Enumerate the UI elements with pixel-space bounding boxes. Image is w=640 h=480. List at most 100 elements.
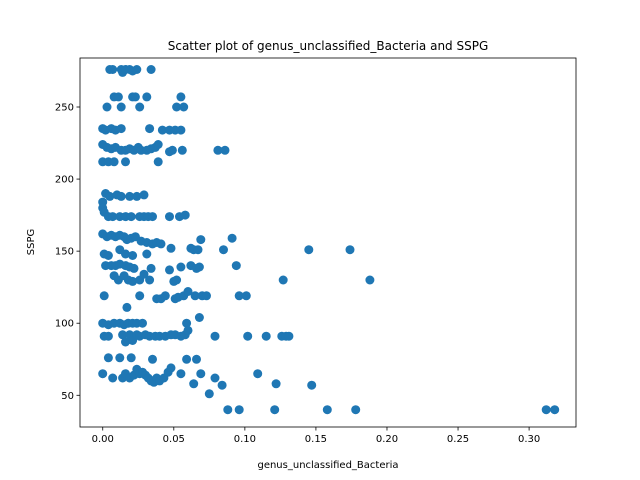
data-point <box>148 212 157 222</box>
data-point <box>148 354 157 364</box>
data-point <box>345 245 355 255</box>
data-point <box>145 275 155 285</box>
x-axis-label: genus_unclassified_Bacteria <box>257 460 398 471</box>
data-point <box>196 369 206 379</box>
data-point <box>135 102 145 112</box>
data-point <box>121 157 130 167</box>
data-point <box>109 157 119 167</box>
data-point <box>156 239 166 249</box>
data-point <box>138 318 147 328</box>
data-point <box>165 212 174 222</box>
data-point <box>116 191 126 201</box>
x-tick-label: 0.15 <box>305 434 327 445</box>
data-point <box>231 261 241 271</box>
data-point <box>192 354 201 364</box>
data-point <box>108 373 118 383</box>
y-tick-label: 250 <box>55 103 74 114</box>
data-point <box>129 263 139 273</box>
x-tick-label: 0.30 <box>518 434 540 445</box>
data-point <box>166 243 176 253</box>
data-point <box>183 325 193 335</box>
y-axis-label: SSPG <box>26 229 37 255</box>
data-point <box>153 157 163 167</box>
data-point <box>176 125 186 135</box>
y-tick-label: 100 <box>55 319 74 330</box>
data-point <box>108 212 118 222</box>
data-point <box>132 191 142 201</box>
data-point <box>142 249 152 259</box>
data-point <box>183 287 193 296</box>
data-point <box>157 125 167 135</box>
data-point <box>307 380 317 390</box>
data-point <box>322 405 332 415</box>
data-point <box>190 291 200 301</box>
data-point <box>115 353 125 363</box>
data-point <box>271 379 281 389</box>
data-point <box>180 210 190 220</box>
data-point <box>351 405 361 415</box>
data-point <box>116 124 126 134</box>
x-tick-label: 0.00 <box>92 434 114 445</box>
data-point <box>194 313 204 322</box>
data-point <box>146 263 156 273</box>
data-point <box>132 65 142 74</box>
data-point <box>227 233 237 243</box>
x-tick-label: 0.05 <box>163 434 185 445</box>
data-point <box>146 65 156 74</box>
data-point <box>304 245 314 255</box>
y-tick-label: 150 <box>55 247 74 258</box>
data-point <box>261 331 271 341</box>
data-point <box>241 291 251 301</box>
data-point <box>139 190 149 200</box>
data-point <box>278 275 288 285</box>
data-point <box>204 389 214 399</box>
data-point <box>172 275 182 285</box>
data-point <box>182 354 192 364</box>
data-point <box>99 291 109 301</box>
plot-frame <box>79 57 577 428</box>
data-point <box>121 337 130 347</box>
data-point <box>189 379 199 389</box>
data-point <box>102 102 112 112</box>
data-point <box>139 269 149 279</box>
y-axis-ticks: 50 100 150 200 250 <box>55 103 80 402</box>
data-point <box>103 251 113 260</box>
data-point <box>128 276 138 286</box>
data-point <box>128 251 138 260</box>
data-point <box>118 330 128 340</box>
x-tick-label: 0.10 <box>234 434 256 445</box>
data-point <box>284 331 294 341</box>
data-point <box>126 353 136 363</box>
data-point <box>365 275 375 285</box>
data-point <box>220 145 230 155</box>
data-point <box>234 405 244 415</box>
data-point <box>145 124 155 134</box>
x-tick-label: 0.20 <box>376 434 398 445</box>
data-point <box>270 405 280 415</box>
data-point <box>223 405 233 415</box>
x-axis-ticks: 0.00 0.05 0.10 0.15 0.20 0.25 0.30 <box>92 427 540 445</box>
points-layer <box>98 65 560 415</box>
data-point <box>125 191 135 201</box>
data-point <box>176 92 186 102</box>
data-point <box>122 302 132 312</box>
data-point <box>108 65 118 74</box>
data-point <box>176 262 186 272</box>
data-point <box>166 363 176 373</box>
data-point <box>176 369 186 379</box>
data-point <box>210 373 220 383</box>
data-point <box>165 265 174 275</box>
data-point <box>213 145 223 155</box>
data-point <box>116 102 126 112</box>
y-tick-label: 200 <box>55 175 74 186</box>
data-point <box>550 405 560 415</box>
data-point <box>179 102 189 112</box>
data-point <box>541 405 551 415</box>
data-point <box>142 92 152 102</box>
data-point <box>113 92 123 102</box>
data-point <box>105 191 115 201</box>
data-point <box>153 140 163 149</box>
data-point <box>182 318 192 328</box>
data-point <box>234 291 244 301</box>
